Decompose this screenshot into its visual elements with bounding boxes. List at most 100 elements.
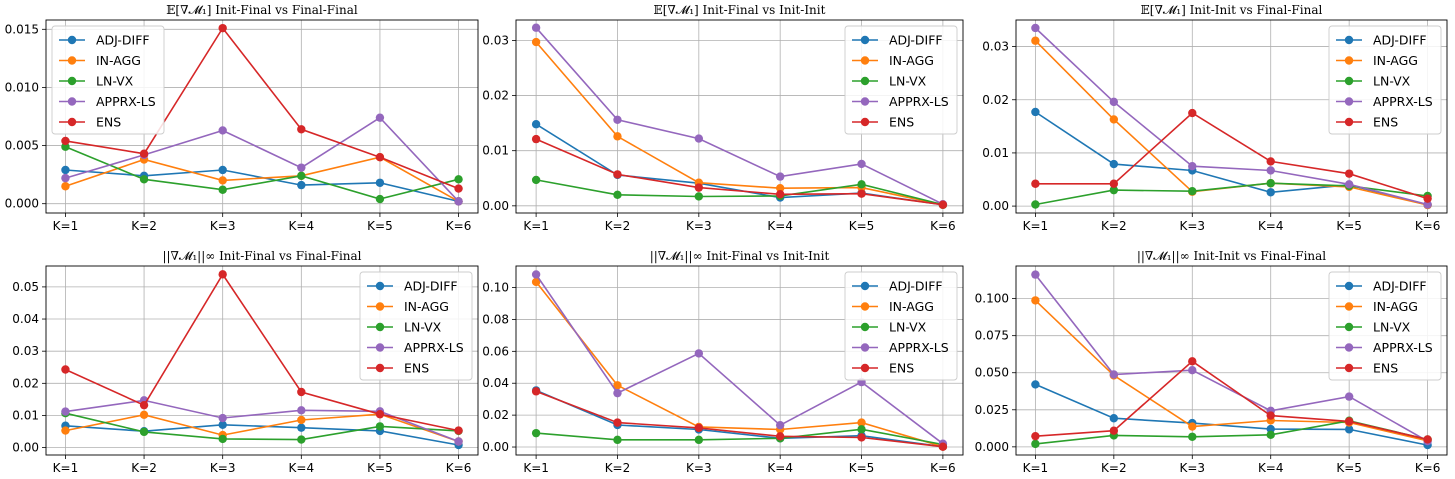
y-tick-label: 0.03 xyxy=(982,40,1009,54)
data-point-ens xyxy=(1423,435,1432,444)
data-point-ens xyxy=(1109,179,1119,188)
data-point-apprx-ls xyxy=(297,406,306,415)
plot-frame xyxy=(515,19,964,214)
y-tick-label: 0.025 xyxy=(975,403,1009,417)
data-point-ens xyxy=(1423,194,1432,203)
x-tick-label: K=2 xyxy=(605,219,631,233)
legend-marker xyxy=(860,117,870,127)
plot-frame xyxy=(1015,265,1448,456)
y-tick-label: 0.02 xyxy=(982,93,1009,107)
y-tick-label: 0.06 xyxy=(482,344,509,358)
data-point-ens xyxy=(1344,169,1354,178)
data-point-in-agg xyxy=(139,410,149,420)
data-point-ln-vx xyxy=(218,185,227,194)
legend: ADJ-DIFF IN-AGG LN-VX APPRX-LS ENS xyxy=(844,25,958,135)
legend-marker xyxy=(375,343,385,352)
y-tick-label: 0.015 xyxy=(5,22,39,36)
data-point-ens xyxy=(938,200,948,209)
legend-label: ENS xyxy=(1373,115,1398,130)
x-tick-label: K=5 xyxy=(367,219,393,233)
x-tick-label: K=5 xyxy=(367,461,393,475)
series-line-apprx-ls xyxy=(1034,27,1428,206)
y-tick-label: 0.00 xyxy=(12,441,39,455)
data-point-adj-diff xyxy=(218,420,227,429)
data-point-apprx-ls xyxy=(61,407,70,416)
data-point-ens xyxy=(857,433,866,442)
legend: ADJ-DIFF IN-AGG LN-VX APPRX-LS ENS xyxy=(359,271,473,381)
data-point-apprx-ls xyxy=(531,270,541,279)
legend-label: LN-VX xyxy=(1373,74,1411,89)
data-point-ln-vx xyxy=(613,190,622,200)
x-tick-label: K=6 xyxy=(446,461,472,475)
data-point-apprx-ls xyxy=(1344,392,1354,401)
legend-label: APPRX-LS xyxy=(96,94,156,109)
data-point-ens xyxy=(218,23,227,33)
data-point-ens xyxy=(775,432,785,441)
data-point-ln-vx xyxy=(139,175,149,184)
legend-marker xyxy=(860,35,870,45)
data-point-ens xyxy=(218,270,227,279)
data-point-ens xyxy=(61,365,70,374)
data-point-adj-diff xyxy=(1266,188,1275,197)
legend-label: APPRX-LS xyxy=(889,340,949,355)
x-tick-label: K=5 xyxy=(1336,219,1362,233)
series-line-in-agg xyxy=(1034,299,1428,442)
x-tick-label: K=4 xyxy=(767,219,793,233)
legend: ADJ-DIFF IN-AGG LN-VX APPRX-LS ENS xyxy=(51,25,165,135)
legend-label: APPRX-LS xyxy=(1373,340,1433,355)
data-point-ens xyxy=(531,134,541,144)
data-point-apprx-ls xyxy=(1188,162,1197,171)
series-line-ln-vx xyxy=(1035,182,1428,206)
y-tick-label: 0.03 xyxy=(482,33,509,47)
data-point-apprx-ls xyxy=(218,413,227,423)
legend-label: IN-AGG xyxy=(96,53,141,68)
legend-label: LN-VX xyxy=(1373,320,1411,335)
series-line-ens xyxy=(1035,112,1428,200)
data-point-in-agg xyxy=(1109,115,1119,124)
data-point-in-agg xyxy=(613,381,622,390)
legend-marker xyxy=(375,322,385,332)
legend-marker xyxy=(860,363,870,373)
data-point-ln-vx xyxy=(1266,179,1275,188)
legend-label: IN-AGG xyxy=(404,299,449,314)
data-point-apprx-ls xyxy=(1423,200,1432,209)
legend-box xyxy=(359,271,473,381)
series-line-ens xyxy=(65,26,459,190)
series-line-in-agg xyxy=(535,41,944,206)
y-tick-label: 0.005 xyxy=(5,139,39,153)
data-point-ens xyxy=(139,149,149,158)
y-tick-label: 0.000 xyxy=(5,197,39,211)
data-point-apprx-ls xyxy=(454,437,463,446)
chart-panel-2: K=1 K=2 K=3 K=4 K=5 K=6 0.00 0.01 0.02 0.03 𝔼[∇𝓜₁]… xyxy=(482,3,964,233)
x-tick-label: K=6 xyxy=(930,461,956,475)
data-point-adj-diff xyxy=(1031,107,1040,117)
chart-panel-3: K=1 K=2 K=3 K=4 K=5 K=6 0.00 0.01 0.02 0.03 𝔼[∇𝓜₁]… xyxy=(982,3,1448,233)
data-point-ens xyxy=(938,442,948,451)
data-point-adj-diff xyxy=(375,178,385,187)
series-line-ln-vx xyxy=(65,412,459,441)
x-tick-label: K=2 xyxy=(1101,461,1127,475)
legend-label: ADJ-DIFF xyxy=(889,33,943,48)
x-tick-label: K=3 xyxy=(686,461,712,475)
series-line-adj-diff xyxy=(65,423,459,446)
y-tick-label: 0.04 xyxy=(482,376,509,390)
series-line-adj-diff xyxy=(65,169,459,203)
data-point-ln-vx xyxy=(139,427,149,437)
data-point-ln-vx xyxy=(454,175,463,184)
x-tick-label: K=4 xyxy=(1258,461,1284,475)
legend-label: LN-VX xyxy=(404,320,442,335)
data-point-ln-vx xyxy=(297,171,306,180)
data-point-ens xyxy=(1031,179,1040,188)
data-point-apprx-ls xyxy=(1266,166,1275,175)
data-point-ens xyxy=(531,387,541,396)
legend-label: ADJ-DIFF xyxy=(889,279,943,294)
legend-marker xyxy=(67,56,77,65)
x-tick-label: K=3 xyxy=(686,219,712,233)
data-point-adj-diff xyxy=(1266,424,1275,434)
y-tick-label: 0.05 xyxy=(12,280,39,294)
chart-title: 𝔼[∇𝓜₁] Init-Init vs Final-Final xyxy=(1141,3,1323,17)
data-point-in-agg xyxy=(1031,36,1040,45)
y-tick-label: 0.010 xyxy=(5,80,39,94)
y-tick-label: 0.02 xyxy=(12,376,39,390)
legend-marker xyxy=(860,56,870,65)
